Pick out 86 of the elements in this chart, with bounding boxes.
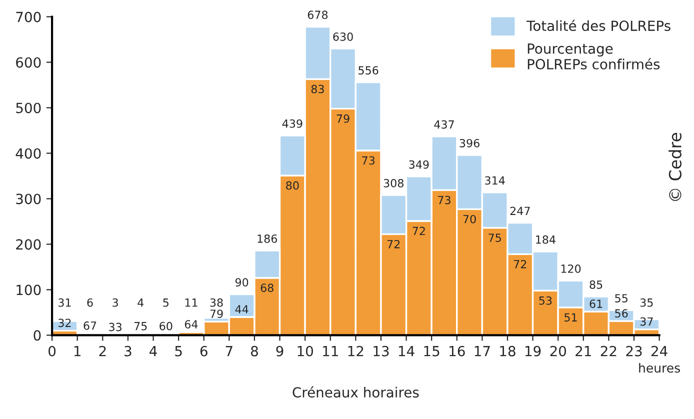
x-tick-label: 14 <box>398 346 414 356</box>
total-label: 120 <box>561 264 581 273</box>
x-tick-label: 2 <box>99 346 106 356</box>
annotation: heures <box>639 362 680 373</box>
x-tick-label: 7 <box>226 346 232 356</box>
x-tick-label: 9 <box>276 346 284 356</box>
total-label: 38 <box>210 298 223 307</box>
x-tick-label: 23 <box>626 346 642 356</box>
total-label: 308 <box>384 178 404 188</box>
total-label: 85 <box>590 280 602 289</box>
total-label: 630 <box>333 32 353 41</box>
annotation: 70 <box>463 214 476 224</box>
total-label: 678 <box>308 10 328 20</box>
x-tick-label: 17 <box>474 346 490 356</box>
x-tick-label: 22 <box>600 346 616 356</box>
annotation: 61 <box>590 300 602 308</box>
x-tick-label: 8 <box>250 346 258 356</box>
y-tick-label: 500 <box>16 102 41 114</box>
y-tick-label: 400 <box>16 148 41 159</box>
total-label: 184 <box>536 235 556 244</box>
annotation: 32 <box>58 318 71 328</box>
total-label: 349 <box>409 160 429 169</box>
annotation: 68 <box>260 284 274 292</box>
x-tick-label: 18 <box>500 346 516 356</box>
annotation: 64 <box>184 320 198 328</box>
x-tick-label: 10 <box>298 346 313 356</box>
annotation: 53 <box>539 296 552 305</box>
x-tick-label: 5 <box>175 346 182 356</box>
annotation: 51 <box>564 313 577 322</box>
annotation: 83 <box>311 84 324 94</box>
total-label: 11 <box>185 298 198 307</box>
annotation: 73 <box>362 156 375 165</box>
total-label: 247 <box>510 206 530 215</box>
annotation: 80 <box>286 181 299 190</box>
x-tick-label: 6 <box>200 346 208 356</box>
annotation: 37 <box>640 317 653 326</box>
total-label: 186 <box>258 234 278 243</box>
x-tick-label: 20 <box>550 346 566 356</box>
x-tick-label: 3 <box>124 346 132 356</box>
annotation: 79 <box>210 310 223 318</box>
x-axis-title: Créneaux horaires <box>292 386 419 398</box>
total-label: 439 <box>282 119 302 128</box>
x-tick-label: 16 <box>450 346 465 356</box>
total-label: 437 <box>434 120 454 129</box>
annotation: 72 <box>514 260 526 268</box>
annotation: 72 <box>412 226 425 236</box>
y-tick-label: 700 <box>16 12 41 22</box>
y-tick-label: 0 <box>34 330 41 341</box>
total-label: 6 <box>87 298 93 307</box>
x-tick-label: 21 <box>576 346 591 356</box>
x-tick-label: 4 <box>150 346 157 356</box>
x-tick-label: 19 <box>525 346 541 356</box>
y-tick-label: 600 <box>16 57 41 68</box>
total-label: 4 <box>138 298 144 307</box>
total-label: 31 <box>58 298 71 307</box>
y-tick-label: 100 <box>16 284 41 296</box>
total-label: 90 <box>235 278 248 287</box>
annotation: 60 <box>160 322 172 330</box>
legend-label: Pourcentage POLREPs confirmés <box>528 44 660 70</box>
y-tick-label: 200 <box>16 239 41 250</box>
total-label: 396 <box>460 138 480 148</box>
total-label: 35 <box>640 298 653 307</box>
x-tick-label: 0 <box>48 346 56 356</box>
x-tick-label: 13 <box>374 346 389 356</box>
x-tick-label: 1 <box>74 346 80 356</box>
x-tick-label: 24 <box>651 346 668 356</box>
total-label: 5 <box>163 298 168 307</box>
y-tick-label: 300 <box>16 194 41 204</box>
total-label: 55 <box>615 294 628 302</box>
annotation: 44 <box>235 305 248 314</box>
x-tick-label: 15 <box>424 346 440 356</box>
annotation: 75 <box>488 234 501 242</box>
text: © Cedre <box>668 132 682 201</box>
total-label: 556 <box>358 66 378 75</box>
annotation: 72 <box>387 240 400 248</box>
annotation: 67 <box>84 321 96 330</box>
total-label: 314 <box>485 176 505 185</box>
legend-label: Totalité des POLREPs <box>526 20 670 32</box>
annotation: 75 <box>134 322 147 330</box>
annotation: 56 <box>615 309 628 318</box>
annotation: 79 <box>336 114 350 123</box>
x-tick-label: 11 <box>323 346 338 356</box>
total-label: 3 <box>112 298 118 307</box>
x-tick-label: 12 <box>348 346 364 356</box>
annotation: 73 <box>438 196 450 204</box>
annotation: 33 <box>109 322 122 332</box>
